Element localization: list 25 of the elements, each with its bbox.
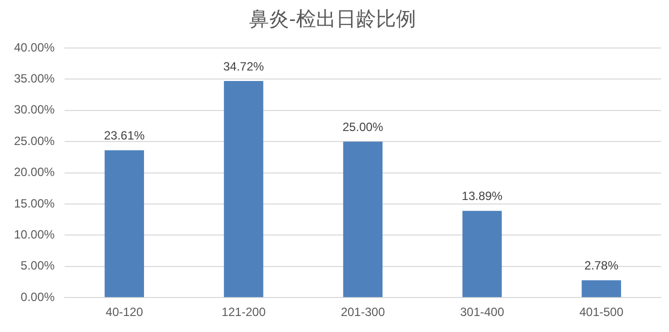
y-tick-label: 30.00% — [14, 102, 56, 117]
y-tick-label: 10.00% — [14, 228, 56, 242]
x-tick-label: 40-120 — [106, 305, 144, 320]
x-tick-label: 401-500 — [579, 305, 624, 320]
bar — [462, 210, 502, 298]
data-label: 23.61% — [104, 128, 146, 143]
bar — [343, 142, 383, 298]
chart-title: 鼻炎-检出日龄比例 — [249, 8, 416, 31]
data-label: 2.78% — [584, 258, 619, 273]
data-label: 25.00% — [342, 120, 384, 134]
y-tick-label: 5.00% — [20, 258, 56, 273]
y-tick-label: 15.00% — [14, 196, 56, 210]
x-tick-label: 301-400 — [460, 305, 504, 320]
bar — [582, 280, 622, 298]
data-label: 13.89% — [462, 189, 503, 204]
bar — [224, 80, 264, 298]
y-tick-label: 40.00% — [14, 40, 56, 54]
y-tick-label: 35.00% — [14, 72, 56, 86]
y-tick-label: 25.00% — [14, 134, 56, 148]
x-tick-label: 201-300 — [340, 305, 386, 320]
data-label: 34.72% — [223, 59, 264, 74]
y-tick-label: 20.00% — [14, 165, 56, 180]
x-tick-label: 121-200 — [222, 305, 266, 320]
bar — [104, 150, 144, 298]
y-tick-label: 0.00% — [20, 290, 56, 304]
